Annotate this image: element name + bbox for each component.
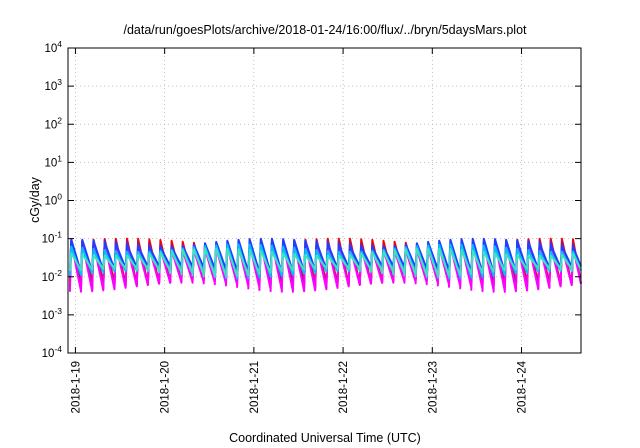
x-axis-label: Coordinated Universal Time (UTC) [229,431,421,445]
grid [68,48,581,353]
x-tick-label: 2018-1-21 [249,361,261,413]
x-tick-label: 2018-1-23 [427,361,439,413]
series-line [68,241,582,293]
x-tick-label: 2018-1-19 [70,361,82,413]
y-axis: 10-4 10-3 10-2 10-1 100 101 102 103 104 [42,39,581,360]
y-tick-label: 102 [44,115,62,131]
series-line [68,247,582,278]
x-tick-label: 2018-1-24 [517,360,529,413]
y-tick-label: 103 [44,77,62,93]
y-tick-label: 100 [44,192,62,208]
y-tick-label: 10-2 [42,268,63,284]
x-tick-label: 2018-1-22 [338,361,350,413]
y-tick-label: 10-4 [42,344,63,360]
x-axis: 2018-1-19 2018-1-20 2018-1-21 2018-1-22 2018… [70,48,529,413]
x-tick-label: 2018-1-20 [160,361,172,413]
plot-area [68,237,582,293]
y-tick-label: 10-1 [42,230,63,246]
y-tick-label: 104 [44,39,62,55]
y-axis-label: cGy/day [28,176,42,223]
y-tick-label: 10-3 [42,306,63,322]
chart-title: /data/run/goesPlots/archive/2018-01-24/1… [123,23,527,37]
y-tick-label: 101 [44,153,62,169]
